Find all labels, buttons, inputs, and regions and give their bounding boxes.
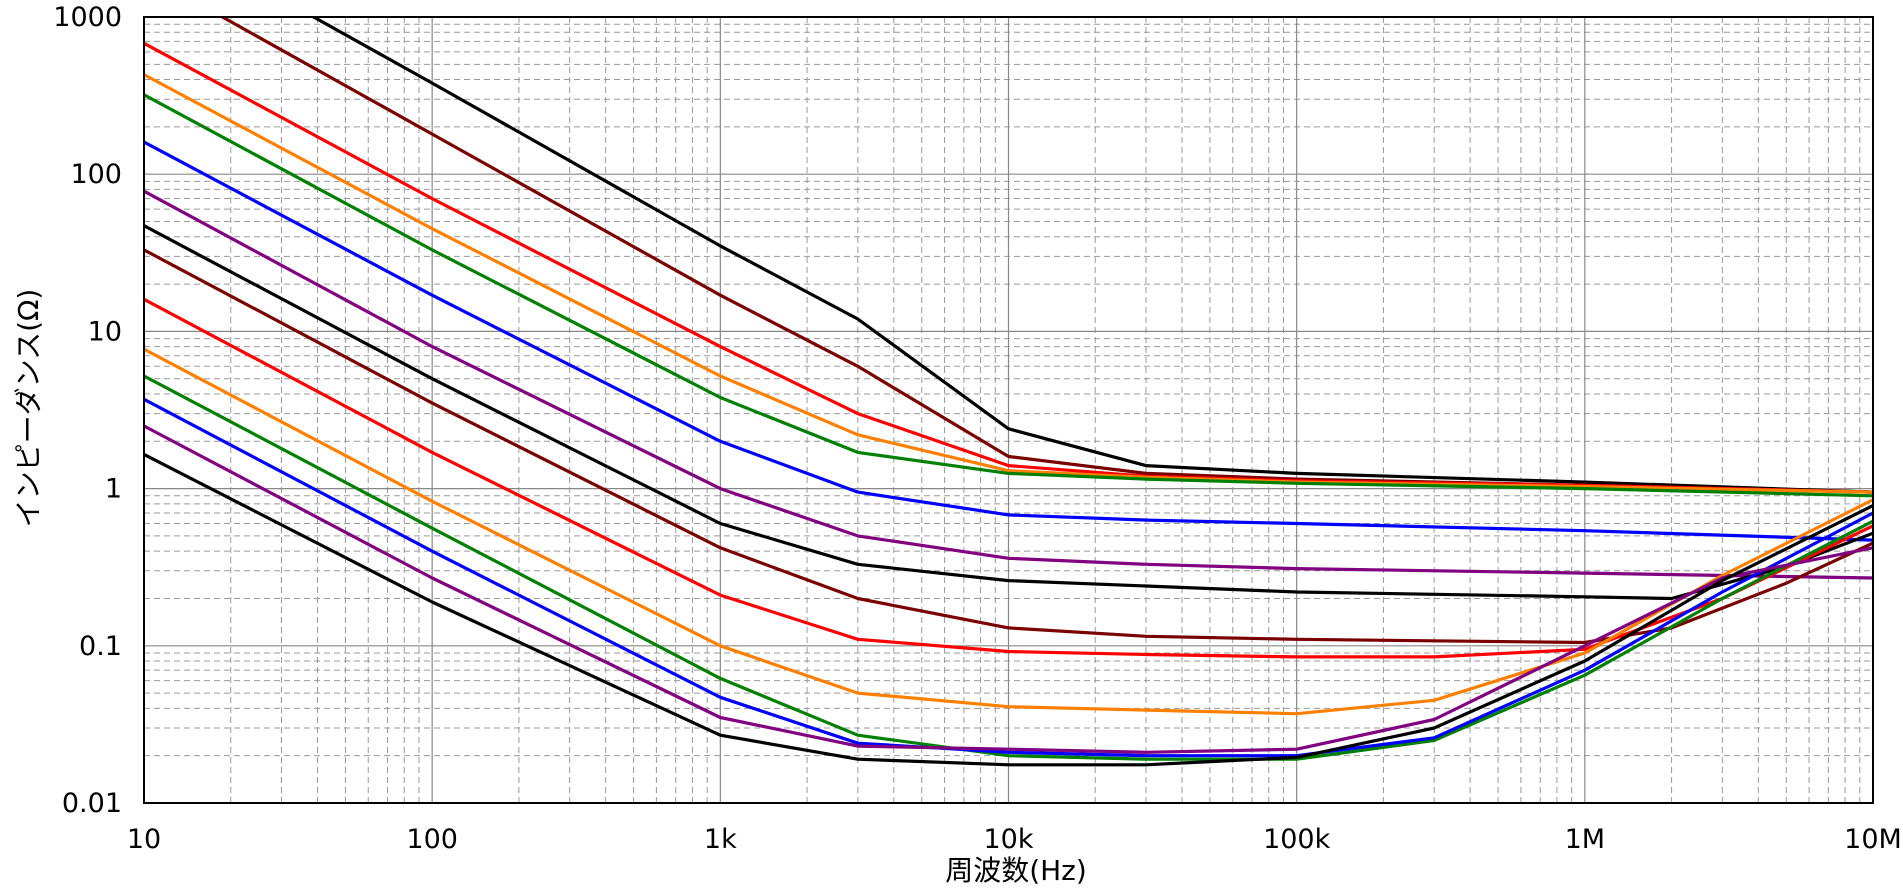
series-line-1	[310, 17, 1873, 494]
series-line-7	[144, 189, 1873, 580]
series-line-6	[144, 140, 1873, 542]
y-tick-label: 10	[88, 316, 122, 347]
y-tick-label: 1	[105, 474, 122, 505]
series-line-4	[144, 73, 1873, 494]
y-tick-label: 100	[70, 159, 122, 190]
series-line-5	[144, 93, 1873, 498]
series-lines	[144, 17, 1873, 767]
series-line-12	[144, 374, 1873, 761]
x-tick-label: 10k	[984, 824, 1034, 855]
x-tick-label: 10	[127, 824, 161, 855]
y-tick-label: 1000	[53, 2, 122, 33]
x-tick-label: 100k	[1263, 824, 1331, 855]
series-line-15	[144, 452, 1873, 767]
x-tick-label: 10M	[1844, 824, 1902, 855]
y-axis-tick-labels: 0.01 0.1 1 10 100 1000	[53, 2, 122, 819]
series-line-11	[144, 347, 1873, 716]
y-tick-label: 0.01	[62, 788, 122, 819]
x-axis-title: 周波数(Hz)	[945, 854, 1087, 887]
series-line-9	[144, 248, 1873, 645]
series-line-13	[144, 397, 1873, 758]
y-axis-title: インピーダンス(Ω)	[12, 289, 45, 528]
plot-area-frame	[143, 16, 1874, 804]
series-line-14	[144, 424, 1873, 754]
x-tick-label: 1M	[1565, 824, 1605, 855]
x-tick-label: 100	[406, 824, 458, 855]
x-tick-label: 1k	[704, 824, 737, 855]
y-tick-label: 0.1	[79, 631, 122, 662]
x-axis-tick-labels: 10 100 1k 10k 100k 1M 10M	[127, 824, 1902, 855]
